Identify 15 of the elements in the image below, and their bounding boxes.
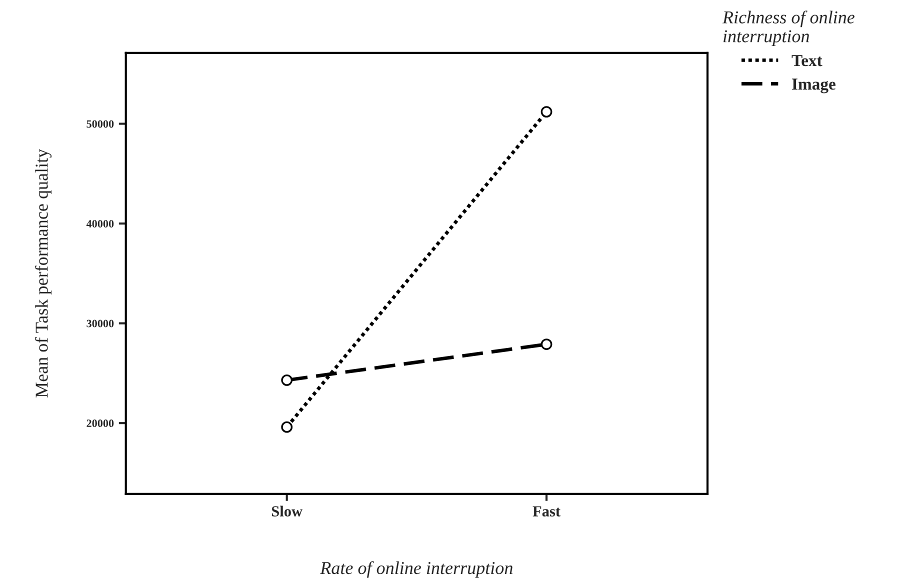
x-axis-title: Rate of online interruption: [320, 561, 512, 578]
point: [281, 421, 293, 433]
legend-title: Richness of online interruption: [722, 10, 854, 46]
y-tick-label: 20000: [86, 420, 114, 428]
point: [540, 106, 552, 118]
point: [540, 338, 552, 350]
x-tick-label: Slow: [272, 506, 302, 516]
y-tick-label: 40000: [86, 220, 114, 228]
y-tick-label: 50000: [86, 120, 114, 128]
y-tick-label: 30000: [86, 320, 114, 328]
legend-label: Image: [792, 78, 836, 94]
x-tick-label: Fast: [532, 506, 560, 516]
y-axis-title: Mean of Task performance quality: [34, 148, 52, 398]
legend-label: Text: [792, 55, 822, 66]
point: [281, 374, 293, 386]
